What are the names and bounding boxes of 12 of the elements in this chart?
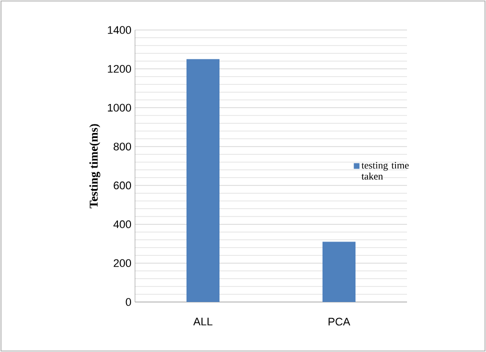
- y-tick-label: 200: [114, 259, 132, 268]
- y-tick-label: 600: [114, 182, 132, 190]
- y-tick-label: 1000: [108, 104, 132, 112]
- x-tick-label: PCA: [328, 318, 350, 326]
- y-axis-title: Testing time(ms): [89, 124, 100, 208]
- y-tick-label: 1400: [108, 26, 132, 34]
- y-tick-label: 1200: [108, 64, 132, 73]
- y-tick-label: 0: [126, 298, 132, 306]
- x-tick-label: ALL: [193, 318, 212, 326]
- y-tick-label: 400: [113, 220, 132, 228]
- legend-label: testing time taken: [362, 162, 409, 180]
- y-tick-label: 800: [114, 142, 132, 150]
